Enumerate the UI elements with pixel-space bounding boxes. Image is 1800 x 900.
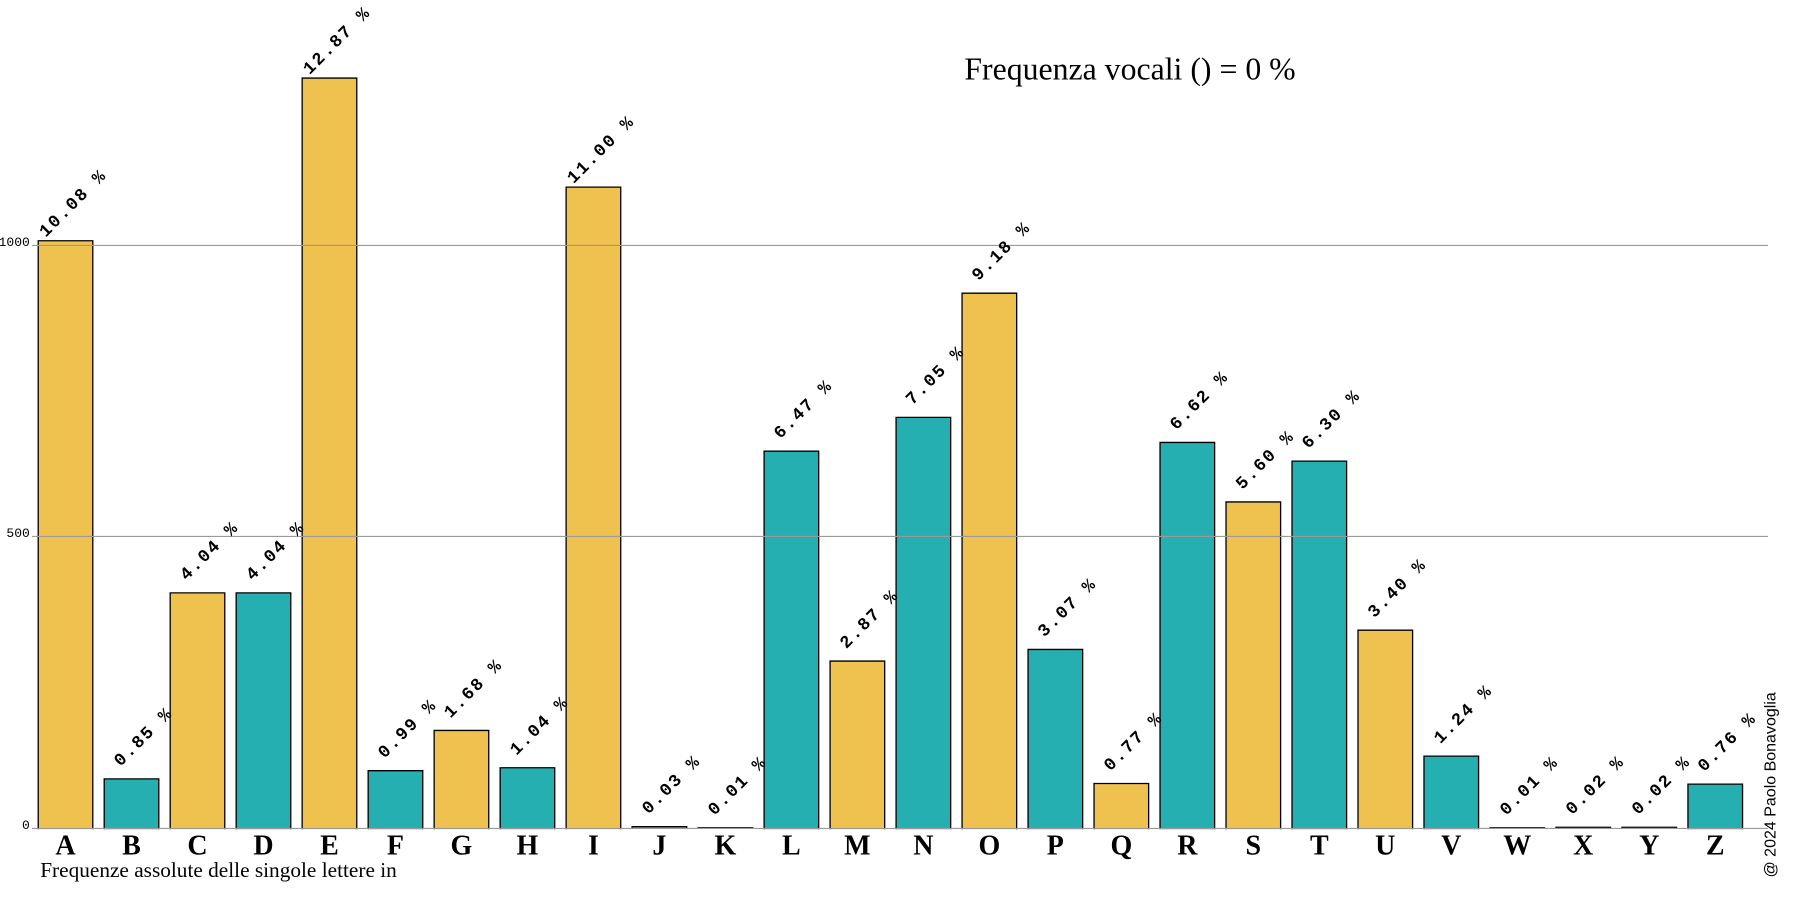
svg-text:I: I	[588, 831, 599, 862]
svg-text:U: U	[1375, 831, 1395, 862]
svg-text:A: A	[55, 831, 76, 862]
svg-text:F: F	[387, 831, 404, 862]
svg-text:1000: 1000	[0, 235, 30, 250]
svg-text:@ 2024 Paolo Bonavoglia: @ 2024 Paolo Bonavoglia	[1763, 692, 1780, 877]
svg-text:W: W	[1503, 831, 1531, 862]
svg-text:J: J	[652, 831, 666, 862]
svg-text:K: K	[715, 831, 737, 862]
svg-text:B: B	[122, 831, 141, 862]
svg-text:X: X	[1573, 831, 1593, 862]
svg-text:E: E	[320, 831, 339, 862]
svg-text:C: C	[187, 831, 207, 862]
svg-text:D: D	[253, 831, 273, 862]
svg-text:L: L	[782, 831, 801, 862]
svg-text:Z: Z	[1706, 831, 1725, 862]
svg-text:0: 0	[22, 818, 30, 833]
svg-text:Q: Q	[1110, 831, 1132, 862]
svg-text:O: O	[978, 831, 1000, 862]
svg-text:V: V	[1441, 831, 1461, 862]
svg-text:Frequenza vocali () = 0 %: Frequenza vocali () = 0 %	[964, 51, 1295, 86]
svg-text:G: G	[451, 831, 473, 862]
svg-text:Y: Y	[1639, 831, 1659, 862]
svg-text:Frequenze assolute delle singo: Frequenze assolute delle singole lettere…	[40, 858, 397, 882]
svg-text:M: M	[844, 831, 870, 862]
svg-text:R: R	[1177, 831, 1198, 862]
svg-text:S: S	[1246, 831, 1262, 862]
svg-text:H: H	[517, 831, 539, 862]
svg-text:P: P	[1047, 831, 1064, 862]
svg-text:500: 500	[6, 526, 29, 541]
svg-text:N: N	[913, 831, 933, 862]
svg-text:T: T	[1310, 831, 1329, 862]
